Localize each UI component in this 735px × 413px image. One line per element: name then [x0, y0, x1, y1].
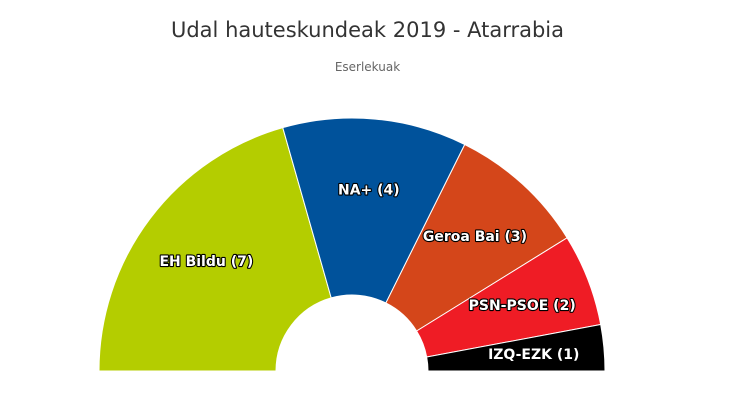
- chart-subtitle: Eserlekuak: [334, 60, 401, 74]
- slice-geroa-bai[interactable]: [385, 143, 568, 332]
- slice-na-[interactable]: [282, 117, 466, 304]
- slice-label-geroa-bai: Geroa Bai (3): [423, 229, 527, 245]
- slice-label-na-: NA+ (4): [338, 182, 400, 198]
- slice-label-psn-psoe: PSN-PSOE (2): [469, 298, 576, 314]
- chart-title: Udal hauteskundeak 2019 - Atarrabia: [170, 18, 565, 42]
- slice-izq-ezk[interactable]: [426, 323, 606, 372]
- slice-label-izq-ezk: IZQ-EZK (1): [488, 347, 579, 363]
- slice-eh-bildu[interactable]: [98, 127, 332, 372]
- slice-label-eh-bildu: EH Bildu (7): [159, 254, 253, 270]
